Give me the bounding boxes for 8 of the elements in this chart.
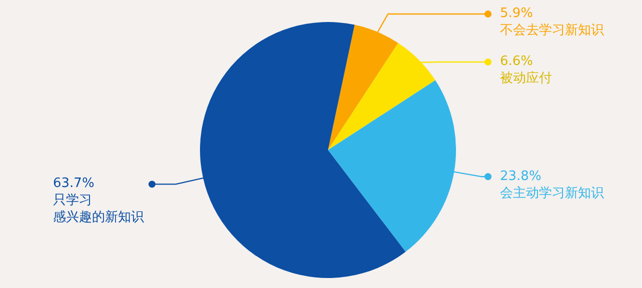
legend-label: 会主动学习新知识 (500, 184, 604, 202)
data-label: 5.9% (500, 5, 534, 22)
data-label: 63.7% (53, 175, 96, 192)
data-label: 6.6% (500, 53, 534, 70)
legend-label: 被动应付 (500, 70, 552, 87)
legend-label: 不会去学习新知识 (500, 22, 604, 39)
legend-label: 只学习感兴趣的新知识 (53, 192, 144, 226)
data-label: 23.8% (500, 168, 542, 185)
